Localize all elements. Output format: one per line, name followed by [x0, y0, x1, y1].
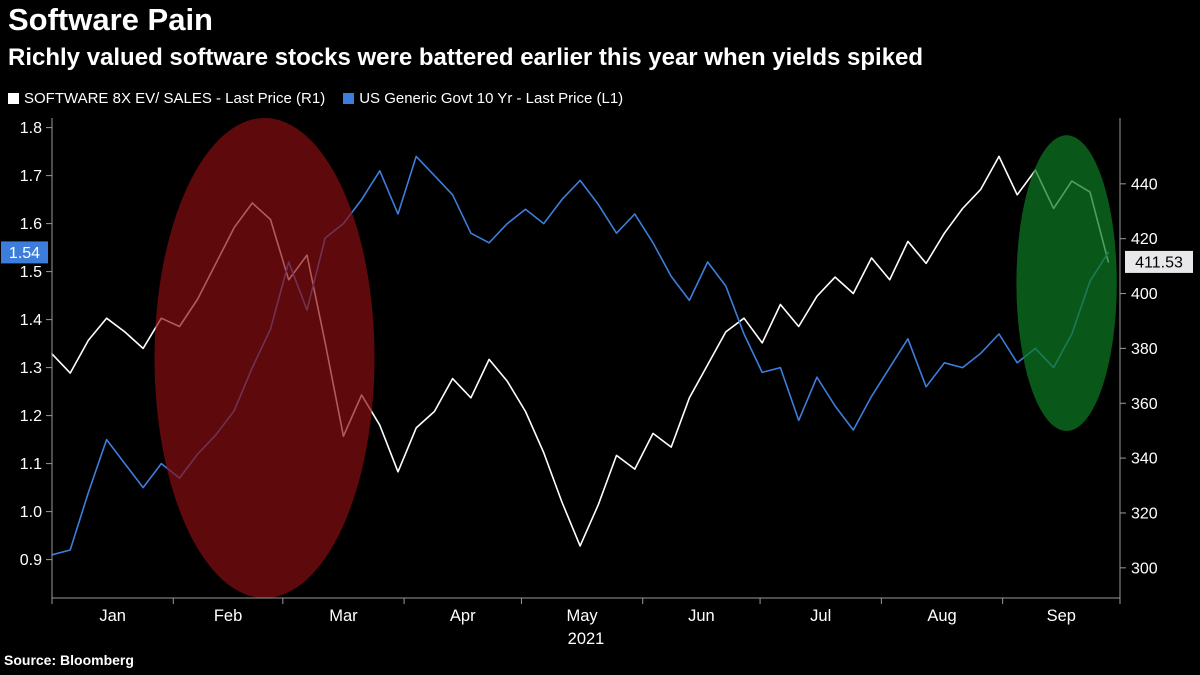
- yield-last-price-badge-text: 1.54: [9, 245, 40, 262]
- left-axis-tick-label: 1.1: [20, 456, 42, 473]
- month-label: Mar: [329, 607, 358, 625]
- right-axis-tick-label: 320: [1131, 505, 1158, 522]
- month-label: Feb: [214, 607, 242, 625]
- right-axis-tick-label: 440: [1131, 176, 1158, 193]
- left-axis-tick-label: 1.2: [20, 408, 42, 425]
- right-axis-tick-label: 380: [1131, 341, 1158, 358]
- year-label: 2021: [568, 630, 605, 648]
- month-label: Sep: [1047, 607, 1076, 625]
- month-label: Jun: [688, 607, 715, 625]
- yield-spike-highlight-ellipse: [1016, 135, 1117, 431]
- legend-item-yield: US Generic Govt 10 Yr - Last Price (L1): [343, 90, 623, 107]
- legend-item-software: SOFTWARE 8X EV/ SALES - Last Price (R1): [8, 90, 325, 107]
- left-axis-tick-label: 1.8: [20, 120, 42, 137]
- left-axis-tick-label: 1.6: [20, 216, 42, 233]
- chart-title: Software Pain: [8, 2, 213, 37]
- left-axis-tick-label: 1.0: [20, 504, 42, 521]
- legend-label-yield: US Generic Govt 10 Yr - Last Price (L1): [359, 90, 624, 107]
- left-axis-tick-label: 1.4: [20, 312, 42, 329]
- month-label: Apr: [450, 607, 476, 625]
- software-last-price-badge-text: 411.53: [1135, 254, 1183, 271]
- right-axis-tick-label: 400: [1131, 286, 1158, 303]
- yield-last-price-badge-bg: [1, 241, 48, 264]
- legend-swatch-white-icon: [8, 93, 19, 104]
- month-label: Aug: [927, 607, 956, 625]
- right-axis-tick-label: 360: [1131, 396, 1158, 413]
- left-axis-tick-label: 1.7: [20, 168, 42, 185]
- left-axis-tick-label: 1.3: [20, 360, 42, 377]
- software-last-price-badge-bg: [1125, 250, 1193, 273]
- right-axis-tick-label: 420: [1131, 231, 1158, 248]
- month-label: Jan: [99, 607, 126, 625]
- chart-subtitle: Richly valued software stocks were batte…: [8, 44, 924, 71]
- legend-label-software: SOFTWARE 8X EV/ SALES - Last Price (R1): [24, 90, 326, 107]
- left-axis-tick-label: 1.5: [20, 264, 42, 281]
- selloff-highlight-ellipse: [154, 118, 375, 598]
- right-axis-tick-label: 340: [1131, 451, 1158, 468]
- legend-swatch-blue-icon: [343, 93, 355, 104]
- right-axis-tick-label: 300: [1131, 560, 1158, 577]
- left-axis-tick-label: 0.9: [20, 552, 42, 569]
- month-label: May: [567, 607, 599, 625]
- month-label: Jul: [810, 607, 831, 625]
- legend: SOFTWARE 8X EV/ SALES - Last Price (R1) …: [8, 90, 623, 107]
- source-label: Source: Bloomberg: [4, 652, 134, 668]
